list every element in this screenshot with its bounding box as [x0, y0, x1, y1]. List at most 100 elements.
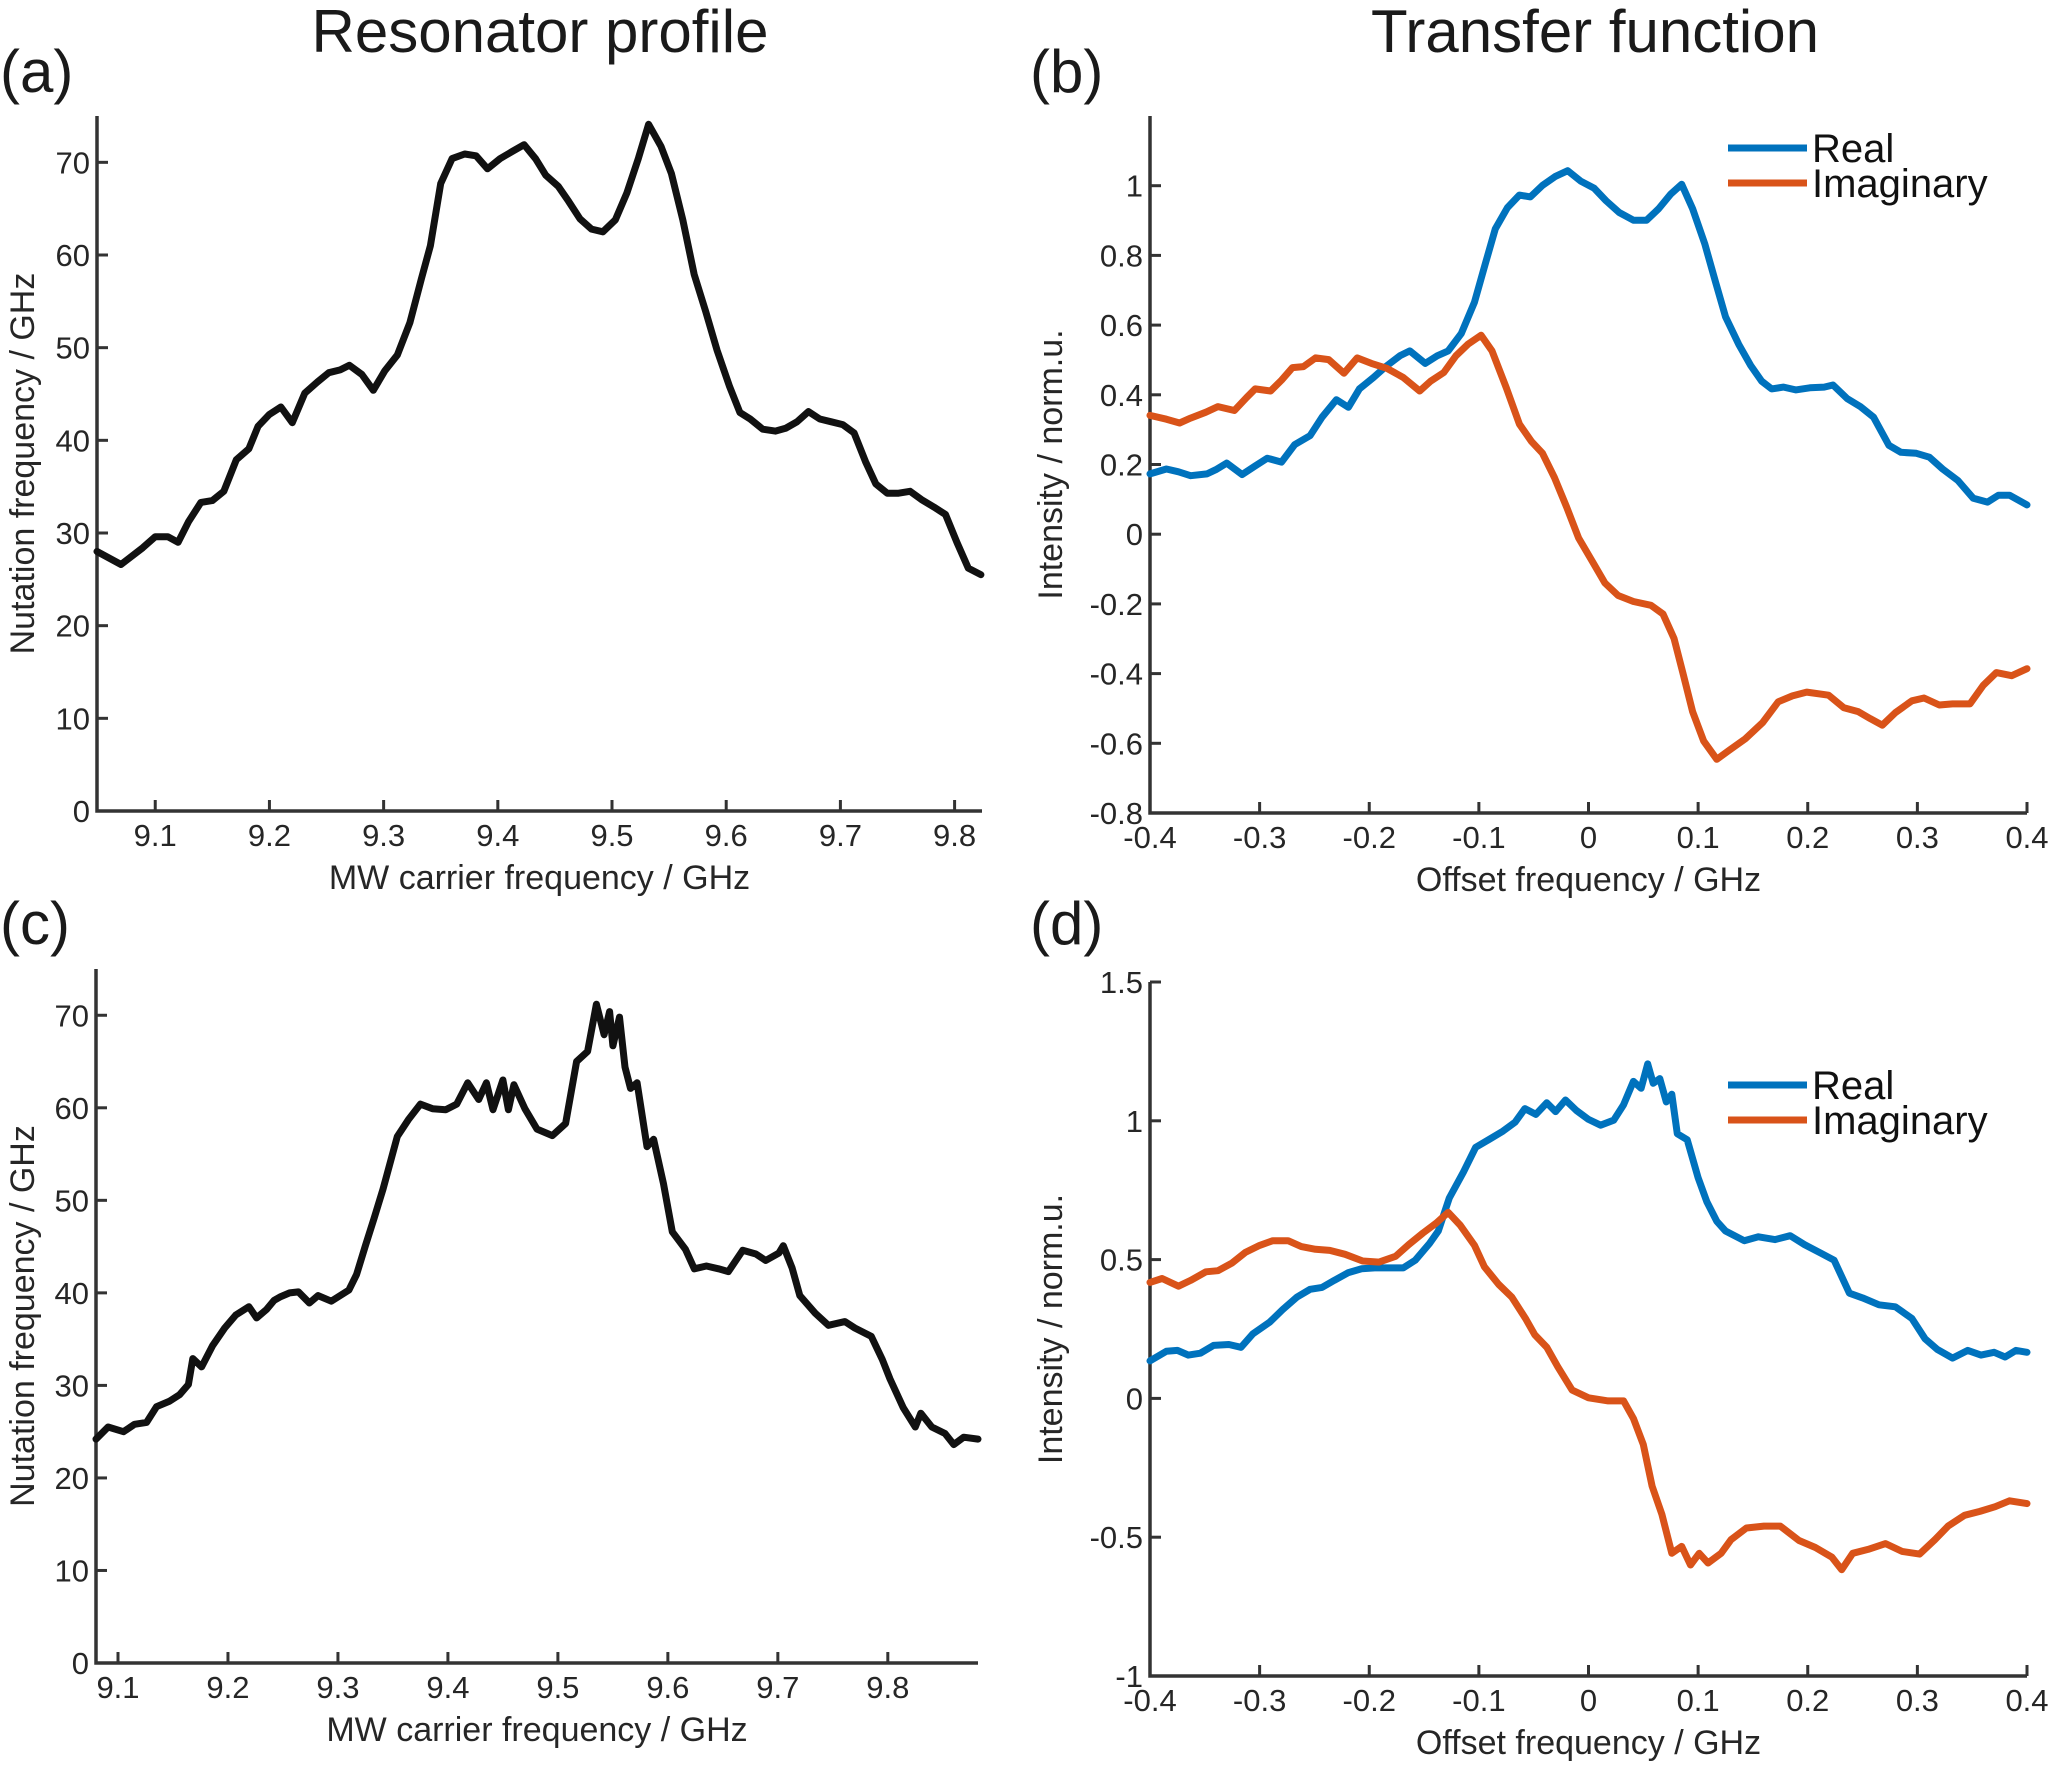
y-tick-label: 1.5: [1100, 965, 1143, 1000]
x-tick-label: 9.7: [756, 1670, 799, 1705]
panel-d: (d) -0.4 -0.3 -0.2 -0.1 0 0.1 0.2 0.3 0.4 -1 -0.5 0 0…: [1030, 890, 2049, 1762]
y-tick-label: 60: [56, 238, 90, 273]
x-tick-label: 9.8: [933, 818, 976, 853]
y-tick-label: 30: [56, 516, 90, 551]
y-tick-label: 40: [56, 423, 90, 458]
y-tick-label: -0.4: [1090, 657, 1143, 692]
x-tick-label: 0.1: [1677, 820, 1720, 855]
series-line-imaginary: [1146, 1208, 2031, 1574]
series-line-nutation-frequency: [92, 1000, 982, 1449]
x-tick-label: 9.6: [646, 1670, 689, 1705]
y-axis-label: Intensity / norm.u.: [1032, 329, 1070, 599]
legend-label: Imaginary: [1812, 1099, 1988, 1143]
y-tick-label: 50: [55, 1183, 89, 1218]
x-tick-label: -0.4: [1123, 1683, 1176, 1718]
x-axis-label: MW carrier frequency / GHz: [326, 1711, 747, 1749]
legend-label: Real: [1812, 1064, 1894, 1108]
x-tick-label: 9.4: [426, 1670, 469, 1705]
y-tick-label: 70: [56, 145, 90, 180]
x-tick-label: 9.5: [590, 818, 633, 853]
y-tick-label: 40: [55, 1276, 89, 1311]
panel-label: (d): [1030, 890, 1103, 957]
panel-label: (c): [0, 890, 70, 957]
x-tick-label: 9.3: [316, 1670, 359, 1705]
y-tick-label: -0.6: [1090, 726, 1143, 761]
y-tick-label: 20: [56, 609, 90, 644]
panel-b: (b) -0.4 -0.3 -0.2 -0.1 0 0.1 0.2 0.3 0.4 -0.8 -0.6…: [1030, 38, 2049, 899]
x-tick-label: 9.2: [206, 1670, 249, 1705]
y-tick-label: 0.5: [1100, 1243, 1143, 1278]
x-tick-label: -0.2: [1343, 820, 1396, 855]
x-tick-label: 0.2: [1786, 1683, 1829, 1718]
y-tick-label: 0.4: [1100, 378, 1143, 413]
x-tick-label: 9.4: [476, 818, 519, 853]
x-axis-label: Offset frequency / GHz: [1416, 861, 1761, 899]
y-tick-label: 1: [1126, 1104, 1143, 1139]
y-tick-label: 30: [55, 1368, 89, 1403]
x-tick-label: 9.3: [362, 818, 405, 853]
y-tick-label: 0.8: [1100, 238, 1143, 273]
x-tick-label: 9.8: [866, 1670, 909, 1705]
x-tick-label: 9.1: [134, 818, 177, 853]
axes-lines: [94, 969, 978, 1665]
y-tick-label: 10: [56, 701, 90, 736]
x-tick-label: -0.1: [1452, 1683, 1505, 1718]
y-tick-label: -0.5: [1090, 1520, 1143, 1555]
legend-label: Real: [1812, 127, 1894, 171]
axes-lines: [1148, 982, 2027, 1678]
y-tick-label: 1: [1126, 169, 1143, 204]
x-tick-label: -0.3: [1233, 1683, 1286, 1718]
panel-label: (b): [1030, 38, 1103, 105]
x-tick-label: 0.4: [2005, 1683, 2048, 1718]
x-axis-label: Offset frequency / GHz: [1416, 1724, 1761, 1762]
y-tick-label: 20: [55, 1461, 89, 1496]
y-tick-label: 0: [73, 794, 90, 829]
panel-label: (a): [0, 38, 73, 105]
x-tick-label: -0.3: [1233, 820, 1286, 855]
column-title-transfer-function: Transfer function: [1371, 0, 1819, 65]
y-tick-label: 0.2: [1100, 448, 1143, 483]
y-tick-label: 60: [55, 1091, 89, 1126]
y-tick-label: -0.8: [1090, 796, 1143, 831]
x-tick-label: 0: [1580, 1683, 1597, 1718]
panel-a: (a) 9.1 9.2 9.3 9.4 9.5 9.6 9.7 9.8 0 10 20 30 40 50 60…: [0, 38, 985, 897]
y-tick-label: -0.2: [1090, 587, 1143, 622]
legend-label: Imaginary: [1812, 162, 1988, 206]
y-tick-label: 10: [55, 1553, 89, 1588]
x-axis-label: MW carrier frequency / GHz: [329, 859, 750, 897]
x-tick-label: 0: [1580, 820, 1597, 855]
panels: (a)9.1 9.2 9.3 9.4 9.5 9.6 9.7 9.80102030405060…: [0, 38, 2049, 1762]
y-tick-label: 0.6: [1100, 308, 1143, 343]
series-line-imaginary: [1146, 331, 2031, 763]
x-tick-label: 9.5: [536, 1670, 579, 1705]
x-tick-label: 0.1: [1677, 1683, 1720, 1718]
x-tick-label: 9.1: [96, 1670, 139, 1705]
x-tick-label: -0.2: [1343, 1683, 1396, 1718]
x-tick-label: 0.2: [1786, 820, 1829, 855]
x-tick-label: -0.1: [1452, 820, 1505, 855]
x-tick-label: 9.7: [819, 818, 862, 853]
x-tick-label: -0.4: [1123, 820, 1176, 855]
panel-c: (c) 9.1 9.2 9.3 9.4 9.5 9.6 9.7 9.8 0 10 20 30 40 50 60…: [0, 890, 982, 1749]
x-tick-label: 9.6: [705, 818, 748, 853]
column-title-resonator-profile: Resonator profile: [312, 0, 769, 65]
x-tick-label: 9.2: [248, 818, 291, 853]
y-tick-label: 70: [55, 998, 89, 1033]
axes-lines: [95, 116, 982, 813]
series-line-real: [1146, 167, 2031, 509]
series-line-real: [1146, 1060, 2031, 1365]
y-axis-label: Nutation frequency / GHz: [4, 273, 42, 655]
y-tick-label: 50: [56, 331, 90, 366]
x-tick-label: 0.4: [2005, 820, 2048, 855]
x-tick-label: 0.3: [1896, 1683, 1939, 1718]
series-line-nutation-frequency: [93, 120, 985, 579]
y-tick-label: 0: [1126, 517, 1143, 552]
y-axis-label: Nutation frequency / GHz: [4, 1125, 42, 1507]
x-tick-label: 0.3: [1896, 820, 1939, 855]
y-tick-label: 0: [72, 1646, 89, 1681]
y-axis-label: Intensity / norm.u.: [1032, 1194, 1070, 1464]
y-tick-label: 0: [1126, 1381, 1143, 1416]
